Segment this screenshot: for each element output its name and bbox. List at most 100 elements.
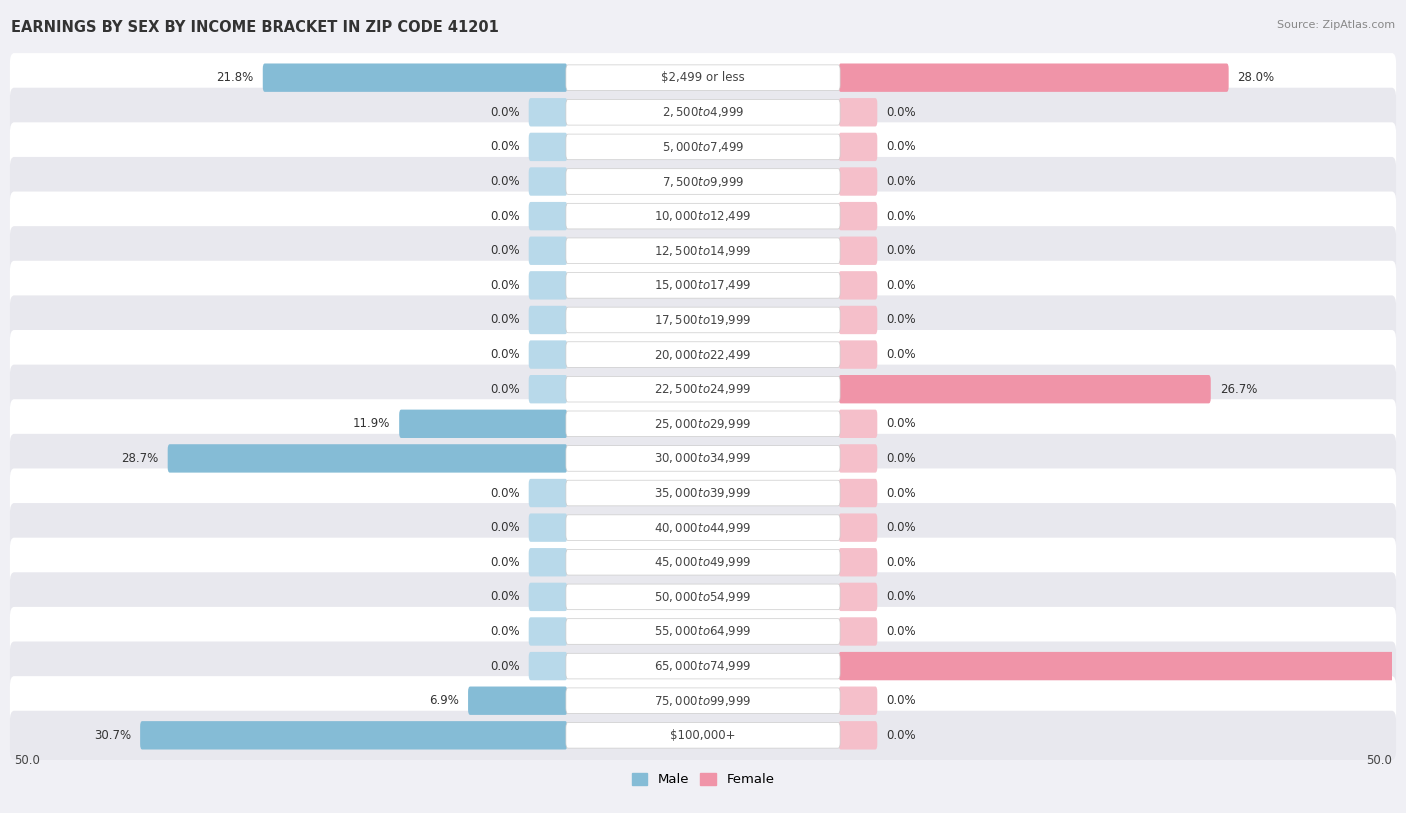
FancyBboxPatch shape xyxy=(839,98,877,127)
Text: 0.0%: 0.0% xyxy=(886,452,915,465)
FancyBboxPatch shape xyxy=(529,237,567,265)
FancyBboxPatch shape xyxy=(468,686,567,715)
Text: $17,500 to $19,999: $17,500 to $19,999 xyxy=(654,313,752,327)
Text: 0.0%: 0.0% xyxy=(491,279,520,292)
FancyBboxPatch shape xyxy=(10,226,1396,276)
Text: 0.0%: 0.0% xyxy=(886,521,915,534)
FancyBboxPatch shape xyxy=(10,261,1396,310)
Text: 0.0%: 0.0% xyxy=(491,106,520,119)
Text: 0.0%: 0.0% xyxy=(886,486,915,499)
Text: 28.0%: 28.0% xyxy=(1237,72,1275,85)
FancyBboxPatch shape xyxy=(565,446,841,472)
Text: $75,000 to $99,999: $75,000 to $99,999 xyxy=(654,693,752,707)
FancyBboxPatch shape xyxy=(565,203,841,229)
Text: 0.0%: 0.0% xyxy=(491,244,520,257)
FancyBboxPatch shape xyxy=(839,444,877,472)
Legend: Male, Female: Male, Female xyxy=(626,767,780,791)
Text: $2,499 or less: $2,499 or less xyxy=(661,72,745,85)
FancyBboxPatch shape xyxy=(565,688,841,714)
FancyBboxPatch shape xyxy=(839,63,1229,92)
FancyBboxPatch shape xyxy=(529,341,567,369)
FancyBboxPatch shape xyxy=(565,272,841,298)
Text: 26.7%: 26.7% xyxy=(1219,383,1257,396)
Text: 0.0%: 0.0% xyxy=(886,348,915,361)
FancyBboxPatch shape xyxy=(565,723,841,748)
FancyBboxPatch shape xyxy=(565,99,841,125)
FancyBboxPatch shape xyxy=(565,619,841,644)
Text: $45,000 to $49,999: $45,000 to $49,999 xyxy=(654,555,752,569)
FancyBboxPatch shape xyxy=(839,202,877,230)
Text: $12,500 to $14,999: $12,500 to $14,999 xyxy=(654,244,752,258)
FancyBboxPatch shape xyxy=(565,515,841,541)
FancyBboxPatch shape xyxy=(10,641,1396,691)
Text: $100,000+: $100,000+ xyxy=(671,728,735,741)
Text: 0.0%: 0.0% xyxy=(886,694,915,707)
FancyBboxPatch shape xyxy=(529,617,567,646)
Text: 0.0%: 0.0% xyxy=(491,521,520,534)
Text: 0.0%: 0.0% xyxy=(491,590,520,603)
FancyBboxPatch shape xyxy=(10,399,1396,449)
Text: 21.8%: 21.8% xyxy=(217,72,254,85)
Text: Source: ZipAtlas.com: Source: ZipAtlas.com xyxy=(1277,20,1395,30)
FancyBboxPatch shape xyxy=(839,479,877,507)
FancyBboxPatch shape xyxy=(529,98,567,127)
Text: $22,500 to $24,999: $22,500 to $24,999 xyxy=(654,382,752,396)
Text: 0.0%: 0.0% xyxy=(886,590,915,603)
Text: 0.0%: 0.0% xyxy=(886,279,915,292)
FancyBboxPatch shape xyxy=(839,686,877,715)
Text: EARNINGS BY SEX BY INCOME BRACKET IN ZIP CODE 41201: EARNINGS BY SEX BY INCOME BRACKET IN ZIP… xyxy=(11,20,499,35)
FancyBboxPatch shape xyxy=(565,134,841,159)
FancyBboxPatch shape xyxy=(529,202,567,230)
FancyBboxPatch shape xyxy=(839,617,877,646)
FancyBboxPatch shape xyxy=(529,514,567,541)
Text: 0.0%: 0.0% xyxy=(491,210,520,223)
Text: $50,000 to $54,999: $50,000 to $54,999 xyxy=(654,590,752,604)
FancyBboxPatch shape xyxy=(839,652,1406,680)
FancyBboxPatch shape xyxy=(529,272,567,299)
FancyBboxPatch shape xyxy=(839,272,877,299)
Text: $25,000 to $29,999: $25,000 to $29,999 xyxy=(654,417,752,431)
FancyBboxPatch shape xyxy=(565,376,841,402)
FancyBboxPatch shape xyxy=(529,375,567,403)
Text: 0.0%: 0.0% xyxy=(491,175,520,188)
Text: 0.0%: 0.0% xyxy=(886,417,915,430)
FancyBboxPatch shape xyxy=(529,133,567,161)
Text: 0.0%: 0.0% xyxy=(886,244,915,257)
Text: 0.0%: 0.0% xyxy=(886,141,915,154)
Text: 0.0%: 0.0% xyxy=(491,659,520,672)
FancyBboxPatch shape xyxy=(10,192,1396,241)
FancyBboxPatch shape xyxy=(167,444,567,472)
FancyBboxPatch shape xyxy=(529,548,567,576)
FancyBboxPatch shape xyxy=(565,480,841,506)
FancyBboxPatch shape xyxy=(839,133,877,161)
Text: 0.0%: 0.0% xyxy=(886,314,915,327)
FancyBboxPatch shape xyxy=(565,654,841,679)
Text: $15,000 to $17,499: $15,000 to $17,499 xyxy=(654,278,752,293)
Text: 0.0%: 0.0% xyxy=(886,106,915,119)
Text: 30.7%: 30.7% xyxy=(94,728,131,741)
Text: 0.0%: 0.0% xyxy=(491,556,520,569)
FancyBboxPatch shape xyxy=(399,410,567,438)
FancyBboxPatch shape xyxy=(529,479,567,507)
FancyBboxPatch shape xyxy=(565,411,841,437)
Text: $20,000 to $22,499: $20,000 to $22,499 xyxy=(654,348,752,362)
FancyBboxPatch shape xyxy=(10,122,1396,172)
FancyBboxPatch shape xyxy=(529,306,567,334)
FancyBboxPatch shape xyxy=(529,167,567,196)
Text: $5,000 to $7,499: $5,000 to $7,499 xyxy=(662,140,744,154)
Text: 0.0%: 0.0% xyxy=(491,625,520,638)
FancyBboxPatch shape xyxy=(10,364,1396,414)
FancyBboxPatch shape xyxy=(839,237,877,265)
Text: 11.9%: 11.9% xyxy=(353,417,391,430)
FancyBboxPatch shape xyxy=(839,167,877,196)
FancyBboxPatch shape xyxy=(10,572,1396,621)
Text: 0.0%: 0.0% xyxy=(491,348,520,361)
Text: 0.0%: 0.0% xyxy=(491,486,520,499)
Text: $35,000 to $39,999: $35,000 to $39,999 xyxy=(654,486,752,500)
FancyBboxPatch shape xyxy=(839,514,877,541)
FancyBboxPatch shape xyxy=(839,410,877,438)
Text: $10,000 to $12,499: $10,000 to $12,499 xyxy=(654,209,752,223)
FancyBboxPatch shape xyxy=(10,157,1396,206)
FancyBboxPatch shape xyxy=(839,548,877,576)
Text: 0.0%: 0.0% xyxy=(886,556,915,569)
